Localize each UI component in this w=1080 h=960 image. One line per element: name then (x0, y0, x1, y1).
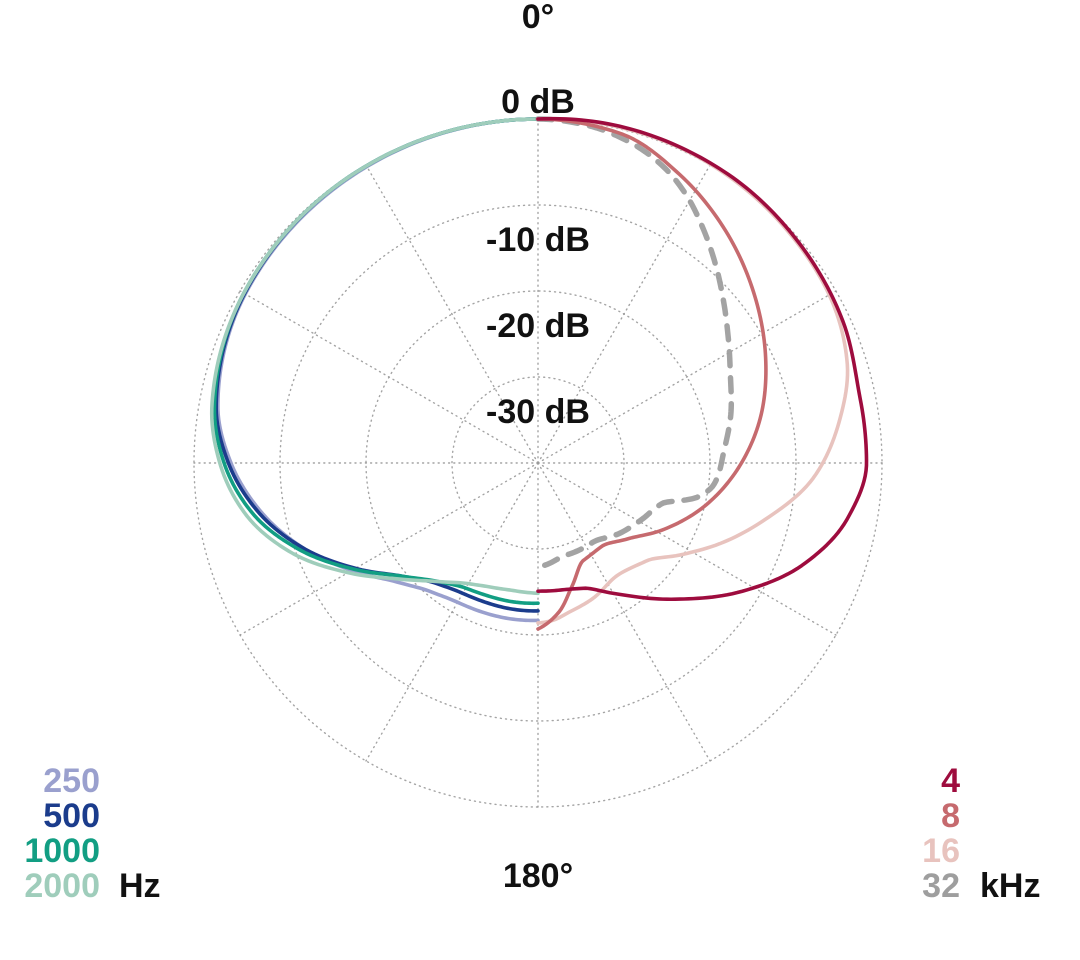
svg-text:-30 dB: -30 dB (486, 393, 590, 431)
svg-text:-20 dB: -20 dB (486, 307, 590, 345)
svg-text:0 dB: 0 dB (501, 83, 575, 121)
svg-text:-10 dB: -10 dB (486, 221, 590, 259)
